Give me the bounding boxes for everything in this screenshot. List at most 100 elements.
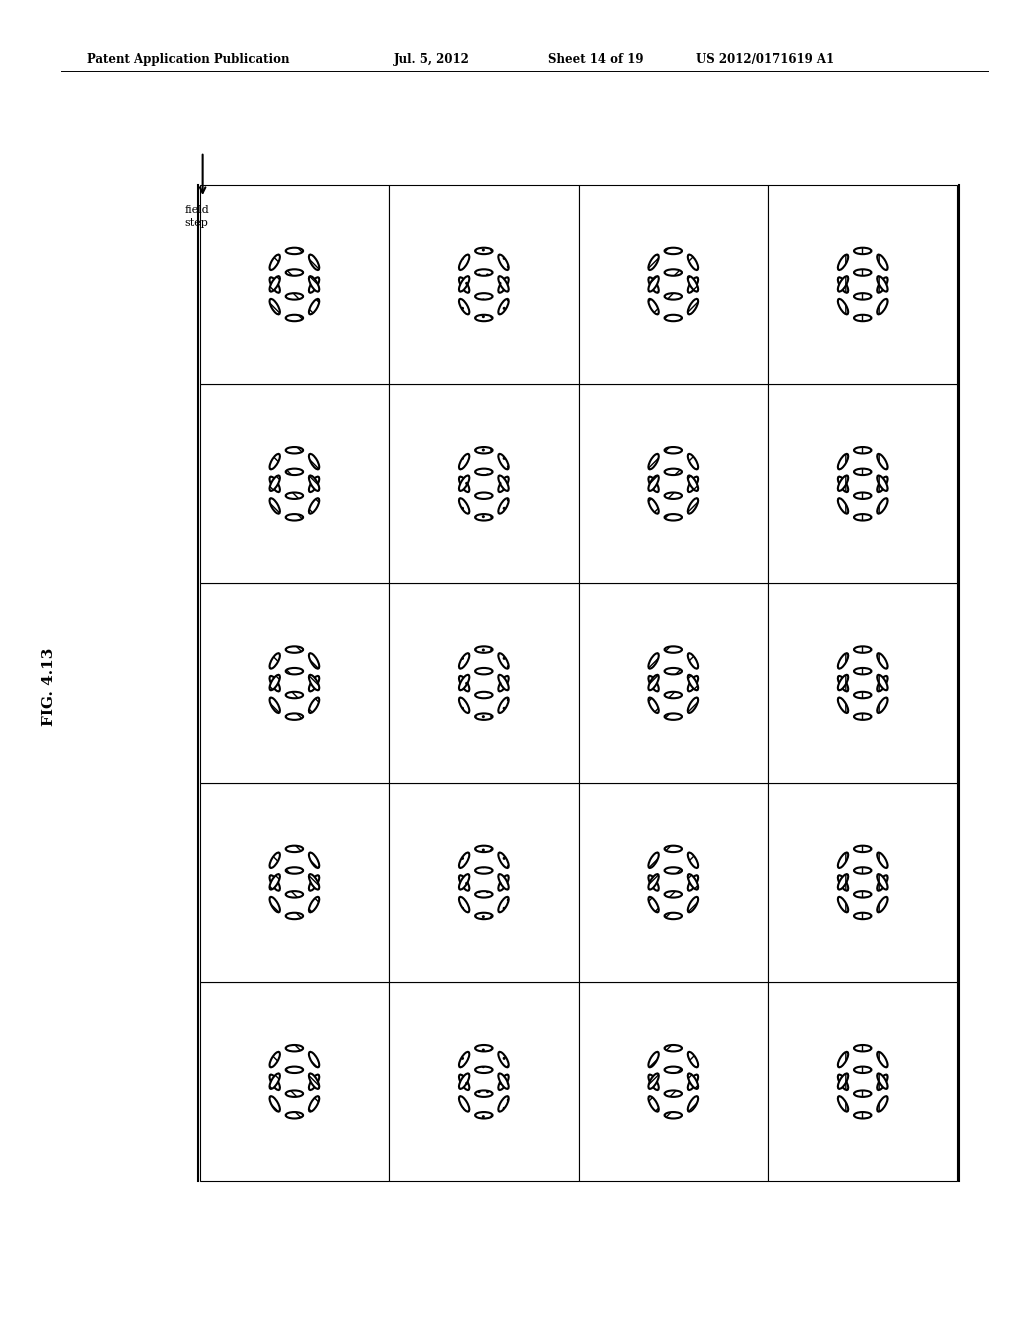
Ellipse shape bbox=[269, 475, 280, 491]
Ellipse shape bbox=[648, 298, 658, 314]
Bar bbox=[389, 783, 579, 982]
Ellipse shape bbox=[648, 1052, 658, 1068]
Ellipse shape bbox=[688, 1052, 698, 1068]
Ellipse shape bbox=[688, 477, 698, 492]
Ellipse shape bbox=[838, 853, 848, 869]
Ellipse shape bbox=[688, 475, 698, 491]
Ellipse shape bbox=[286, 1111, 303, 1118]
Ellipse shape bbox=[838, 498, 848, 513]
Bar bbox=[579, 982, 768, 1181]
Bar bbox=[768, 783, 957, 982]
Text: US 2012/0171619 A1: US 2012/0171619 A1 bbox=[696, 53, 835, 66]
Ellipse shape bbox=[648, 676, 658, 692]
Ellipse shape bbox=[878, 697, 888, 713]
Ellipse shape bbox=[854, 293, 871, 300]
Ellipse shape bbox=[309, 675, 319, 690]
Ellipse shape bbox=[475, 867, 493, 874]
Ellipse shape bbox=[286, 447, 303, 454]
Ellipse shape bbox=[499, 653, 509, 669]
Ellipse shape bbox=[459, 1074, 469, 1090]
Ellipse shape bbox=[309, 874, 319, 890]
Ellipse shape bbox=[309, 255, 319, 271]
Ellipse shape bbox=[309, 475, 319, 491]
Ellipse shape bbox=[878, 874, 888, 890]
Ellipse shape bbox=[459, 498, 469, 513]
Ellipse shape bbox=[475, 668, 493, 675]
Ellipse shape bbox=[648, 1096, 658, 1111]
Ellipse shape bbox=[838, 477, 848, 492]
Bar bbox=[579, 583, 768, 783]
Ellipse shape bbox=[475, 846, 493, 853]
Ellipse shape bbox=[309, 498, 319, 513]
Ellipse shape bbox=[475, 1111, 493, 1118]
Ellipse shape bbox=[269, 697, 280, 713]
Ellipse shape bbox=[665, 692, 682, 698]
Bar bbox=[200, 783, 389, 982]
Ellipse shape bbox=[665, 314, 682, 321]
Bar bbox=[200, 185, 389, 384]
Ellipse shape bbox=[665, 668, 682, 675]
Ellipse shape bbox=[688, 1073, 698, 1089]
Ellipse shape bbox=[459, 255, 469, 271]
Ellipse shape bbox=[688, 853, 698, 869]
Ellipse shape bbox=[648, 477, 658, 492]
Ellipse shape bbox=[878, 676, 888, 692]
Bar bbox=[768, 583, 957, 783]
Ellipse shape bbox=[648, 1073, 658, 1089]
Ellipse shape bbox=[499, 853, 509, 869]
Ellipse shape bbox=[878, 1073, 888, 1089]
Ellipse shape bbox=[269, 896, 280, 912]
Ellipse shape bbox=[286, 912, 303, 919]
Ellipse shape bbox=[309, 875, 319, 891]
Ellipse shape bbox=[838, 1073, 848, 1089]
Bar bbox=[768, 185, 957, 384]
Ellipse shape bbox=[665, 1067, 682, 1073]
Ellipse shape bbox=[648, 277, 658, 293]
Ellipse shape bbox=[838, 874, 848, 890]
Ellipse shape bbox=[309, 853, 319, 869]
Ellipse shape bbox=[688, 896, 698, 912]
Ellipse shape bbox=[499, 277, 509, 293]
Ellipse shape bbox=[854, 513, 871, 520]
Ellipse shape bbox=[499, 255, 509, 271]
Ellipse shape bbox=[648, 498, 658, 513]
Ellipse shape bbox=[648, 475, 658, 491]
Ellipse shape bbox=[475, 1090, 493, 1097]
Ellipse shape bbox=[269, 255, 280, 271]
Ellipse shape bbox=[878, 1052, 888, 1068]
Ellipse shape bbox=[309, 1074, 319, 1090]
Ellipse shape bbox=[854, 846, 871, 853]
Ellipse shape bbox=[688, 498, 698, 513]
Ellipse shape bbox=[854, 867, 871, 874]
Ellipse shape bbox=[309, 454, 319, 470]
Ellipse shape bbox=[878, 255, 888, 271]
Ellipse shape bbox=[499, 1074, 509, 1090]
Ellipse shape bbox=[286, 314, 303, 321]
Ellipse shape bbox=[269, 653, 280, 669]
Ellipse shape bbox=[688, 277, 698, 293]
Bar bbox=[579, 384, 768, 583]
Ellipse shape bbox=[878, 875, 888, 891]
Text: Patent Application Publication: Patent Application Publication bbox=[87, 53, 290, 66]
Ellipse shape bbox=[459, 276, 469, 292]
Ellipse shape bbox=[286, 1045, 303, 1052]
Ellipse shape bbox=[459, 653, 469, 669]
Ellipse shape bbox=[854, 692, 871, 698]
Ellipse shape bbox=[475, 1045, 493, 1052]
Ellipse shape bbox=[688, 1096, 698, 1111]
Ellipse shape bbox=[838, 653, 848, 669]
Bar bbox=[200, 384, 389, 583]
Ellipse shape bbox=[838, 875, 848, 891]
Ellipse shape bbox=[286, 692, 303, 698]
Ellipse shape bbox=[269, 277, 280, 293]
Ellipse shape bbox=[286, 513, 303, 520]
Ellipse shape bbox=[878, 1096, 888, 1111]
Ellipse shape bbox=[838, 676, 848, 692]
Ellipse shape bbox=[838, 255, 848, 271]
Ellipse shape bbox=[665, 293, 682, 300]
Ellipse shape bbox=[286, 269, 303, 276]
Ellipse shape bbox=[648, 653, 658, 669]
Ellipse shape bbox=[665, 492, 682, 499]
Ellipse shape bbox=[838, 1096, 848, 1111]
Ellipse shape bbox=[459, 477, 469, 492]
